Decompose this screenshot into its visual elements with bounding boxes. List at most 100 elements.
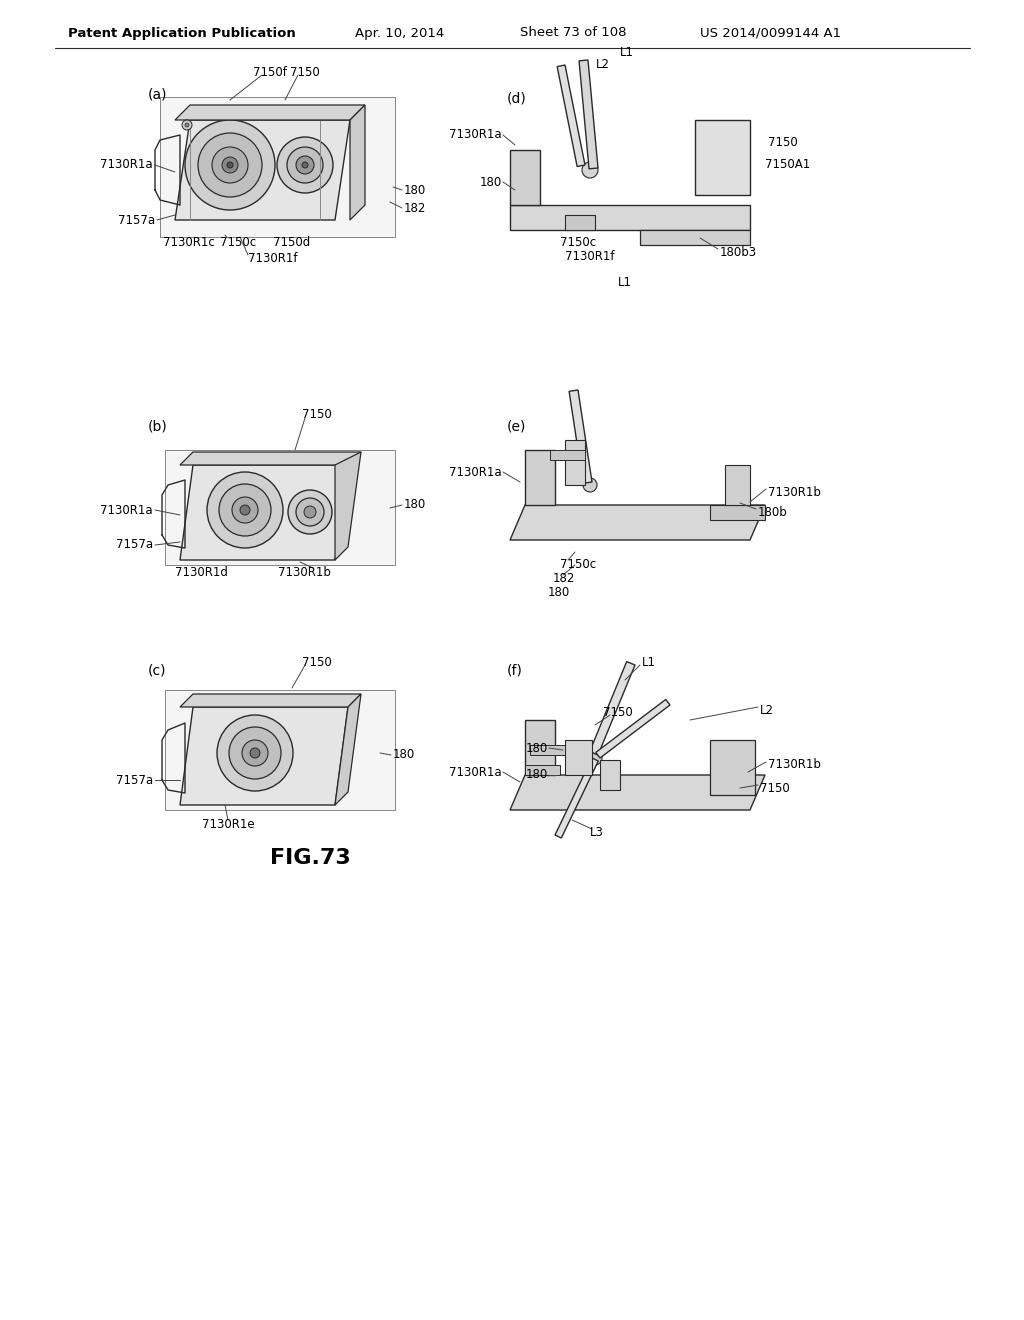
Text: US 2014/0099144 A1: US 2014/0099144 A1 [700,26,841,40]
Polygon shape [180,451,361,465]
Text: 180: 180 [525,742,548,755]
Text: L1: L1 [620,45,634,58]
Bar [160,96,395,238]
Bar [165,450,395,565]
Polygon shape [710,506,765,520]
Text: 182: 182 [404,202,426,214]
Text: L1: L1 [642,656,656,668]
Text: L3: L3 [590,826,604,840]
Text: 180: 180 [404,499,426,511]
Text: 180: 180 [393,748,416,762]
Circle shape [296,498,324,525]
Polygon shape [557,65,585,166]
Text: 7150: 7150 [302,408,332,421]
Text: 7130R1d: 7130R1d [175,565,228,578]
Text: (e): (e) [507,420,526,434]
Text: 7130R1f: 7130R1f [248,252,298,264]
Bar [165,690,395,810]
Polygon shape [510,150,540,205]
Text: 180b3: 180b3 [720,246,757,259]
Polygon shape [565,215,595,230]
Polygon shape [175,120,350,220]
Text: 7130R1a: 7130R1a [100,158,153,172]
Circle shape [227,162,233,168]
Polygon shape [710,741,755,795]
Text: (f): (f) [507,663,523,677]
Circle shape [250,748,260,758]
Bar [165,690,395,810]
Circle shape [217,715,293,791]
Text: 7150: 7150 [603,705,633,718]
Text: 7130R1b: 7130R1b [768,759,821,771]
Polygon shape [525,766,560,775]
Text: 7150c: 7150c [560,235,596,248]
Circle shape [207,473,283,548]
Polygon shape [555,758,598,838]
Polygon shape [530,744,565,755]
Polygon shape [180,465,348,560]
Circle shape [232,498,258,523]
Circle shape [288,490,332,535]
Polygon shape [596,700,670,758]
Polygon shape [510,205,750,230]
Text: 7130R1b: 7130R1b [768,486,821,499]
Text: 7130R1e: 7130R1e [202,818,254,832]
Text: (b): (b) [148,420,168,434]
Circle shape [242,741,268,766]
Circle shape [287,147,323,183]
Circle shape [229,727,281,779]
Polygon shape [335,451,361,560]
Polygon shape [180,694,361,708]
Bar [695,120,750,195]
Text: 7157a: 7157a [116,774,153,787]
Text: 7130R1a: 7130R1a [100,503,153,516]
Text: Patent Application Publication: Patent Application Publication [68,26,296,40]
Text: 7150: 7150 [768,136,798,149]
Text: Apr. 10, 2014: Apr. 10, 2014 [355,26,444,40]
Polygon shape [180,708,348,805]
Text: 7130R1b: 7130R1b [278,565,331,578]
Polygon shape [335,694,361,805]
Text: 7150c: 7150c [560,557,596,570]
Text: 7130R1a: 7130R1a [450,128,502,141]
Text: 7130R1c: 7130R1c [163,235,215,248]
Polygon shape [579,59,598,169]
Text: 7150: 7150 [302,656,332,668]
Text: 7150A1: 7150A1 [765,158,810,172]
Text: 7150: 7150 [290,66,319,78]
Text: 7130R1a: 7130R1a [450,766,502,779]
Circle shape [296,156,314,174]
Text: 182: 182 [553,572,575,585]
Circle shape [185,123,189,127]
Text: 7150d: 7150d [273,235,310,248]
Circle shape [582,162,598,178]
Text: 7157a: 7157a [118,214,155,227]
Polygon shape [550,450,585,459]
Polygon shape [565,440,585,484]
Circle shape [240,506,250,515]
Polygon shape [600,760,620,789]
Text: 180: 180 [480,176,502,189]
Circle shape [219,484,271,536]
Text: L2: L2 [596,58,610,71]
Polygon shape [175,106,365,120]
Text: (a): (a) [148,88,168,102]
Text: 180: 180 [548,586,570,599]
Circle shape [185,120,275,210]
Text: L1: L1 [618,276,632,289]
Polygon shape [640,230,750,246]
Bar [160,96,395,238]
Polygon shape [525,450,555,506]
Text: L2: L2 [760,704,774,717]
Polygon shape [525,719,555,775]
Circle shape [583,478,597,492]
Text: 7130R1f: 7130R1f [565,251,614,264]
Text: 180: 180 [525,768,548,781]
Circle shape [222,157,238,173]
Circle shape [304,506,316,517]
Text: 7130R1a: 7130R1a [450,466,502,479]
Polygon shape [569,389,592,483]
Text: FIG.73: FIG.73 [269,847,350,869]
Text: (c): (c) [148,663,167,677]
Circle shape [198,133,262,197]
